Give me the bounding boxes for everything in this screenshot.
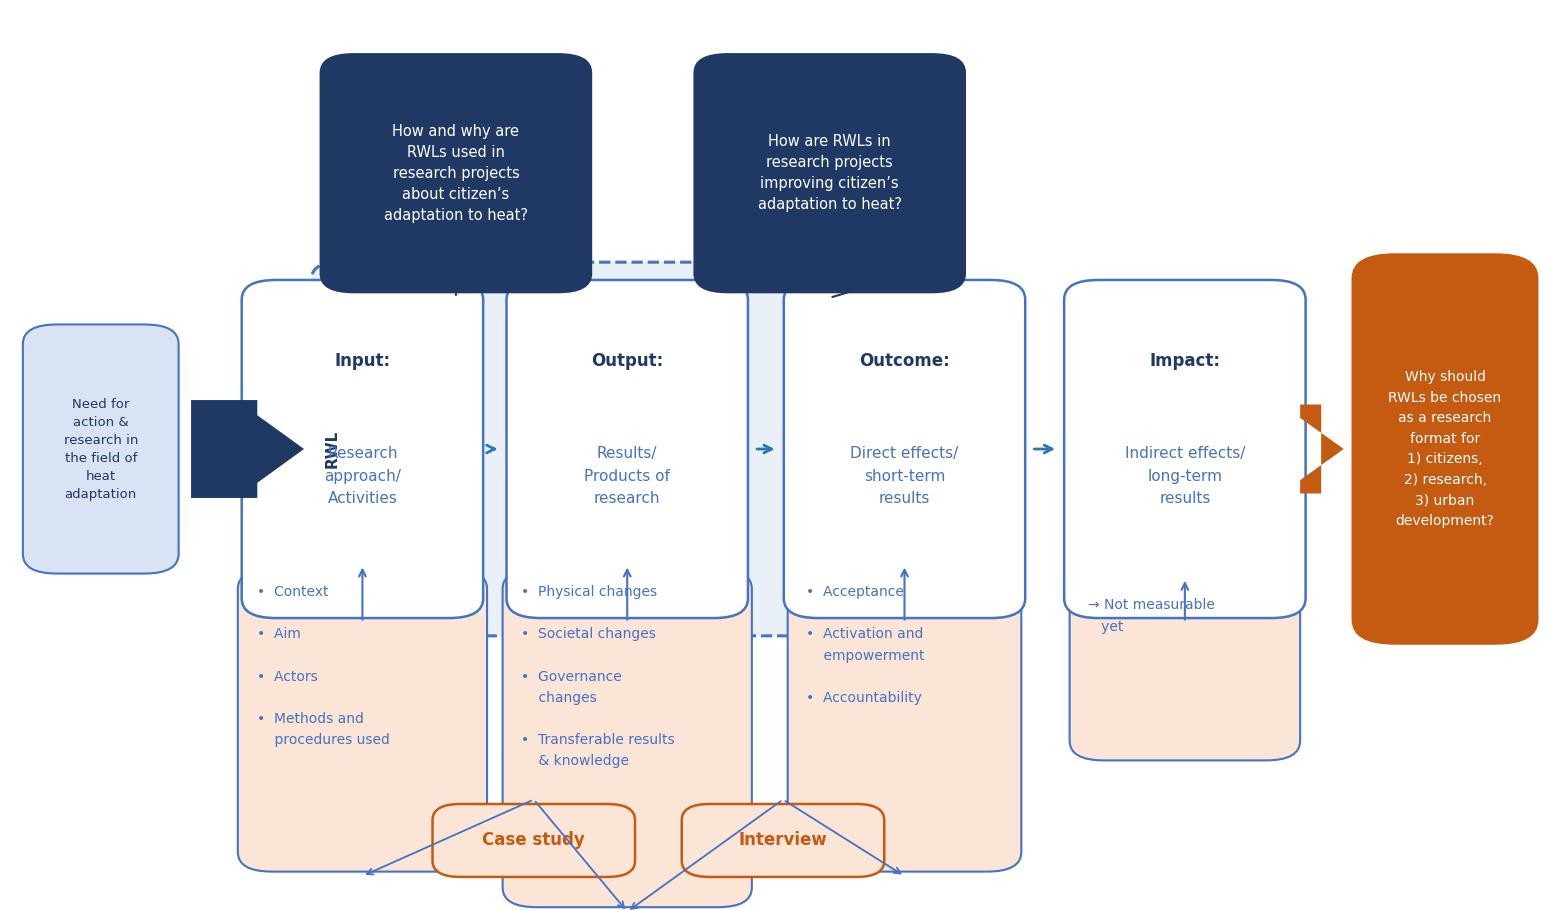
- Text: •  Acceptance

•  Activation and
    empowerment

•  Accountability: • Acceptance • Activation and empowermen…: [806, 585, 926, 705]
- Text: → Not measurable
   yet: → Not measurable yet: [1088, 599, 1215, 633]
- FancyBboxPatch shape: [319, 53, 592, 293]
- Text: Interview: Interview: [739, 832, 827, 849]
- Text: How and why are
RWLs used in
research projects
about citizen’s
adaptation to hea: How and why are RWLs used in research pr…: [384, 124, 528, 223]
- Polygon shape: [1300, 405, 1344, 493]
- Text: Research
approach/
Activities: Research approach/ Activities: [324, 447, 401, 506]
- FancyBboxPatch shape: [312, 262, 911, 636]
- Text: Impact:: Impact:: [1149, 352, 1220, 370]
- Text: •  Context

•  Aim

•  Actors

•  Methods and
    procedures used: • Context • Aim • Actors • Methods and p…: [257, 585, 390, 747]
- Text: Outcome:: Outcome:: [860, 352, 951, 370]
- FancyBboxPatch shape: [694, 53, 966, 293]
- Text: Case study: Case study: [482, 832, 586, 849]
- Text: Indirect effects/
long-term
results: Indirect effects/ long-term results: [1124, 447, 1245, 506]
- FancyBboxPatch shape: [1070, 582, 1300, 761]
- Text: Direct effects/
short-term
results: Direct effects/ short-term results: [850, 447, 958, 506]
- FancyBboxPatch shape: [1065, 280, 1306, 618]
- Text: •  Physical changes

•  Societal changes

•  Governance
    changes

•  Transfer: • Physical changes • Societal changes • …: [521, 585, 675, 768]
- Text: How are RWLs in
research projects
improving citizen’s
adaptation to heat?: How are RWLs in research projects improv…: [758, 134, 902, 212]
- FancyBboxPatch shape: [238, 569, 487, 872]
- FancyBboxPatch shape: [681, 804, 885, 877]
- FancyBboxPatch shape: [506, 280, 749, 618]
- FancyBboxPatch shape: [432, 804, 636, 877]
- Text: Input:: Input:: [335, 352, 390, 370]
- FancyBboxPatch shape: [1351, 253, 1538, 645]
- Text: Results/
Products of
research: Results/ Products of research: [584, 447, 670, 506]
- Polygon shape: [191, 400, 304, 498]
- FancyBboxPatch shape: [783, 280, 1026, 618]
- FancyBboxPatch shape: [23, 325, 179, 573]
- Text: Output:: Output:: [590, 352, 664, 370]
- Text: RWL: RWL: [324, 430, 340, 468]
- FancyBboxPatch shape: [241, 280, 484, 618]
- Text: Why should
RWLs be chosen
as a research
format for
1) citizens,
2) research,
3) : Why should RWLs be chosen as a research …: [1389, 369, 1502, 528]
- FancyBboxPatch shape: [503, 569, 752, 907]
- Text: Need for
action &
research in
the field of
heat
adaptation: Need for action & research in the field …: [64, 398, 138, 501]
- FancyBboxPatch shape: [788, 569, 1021, 872]
